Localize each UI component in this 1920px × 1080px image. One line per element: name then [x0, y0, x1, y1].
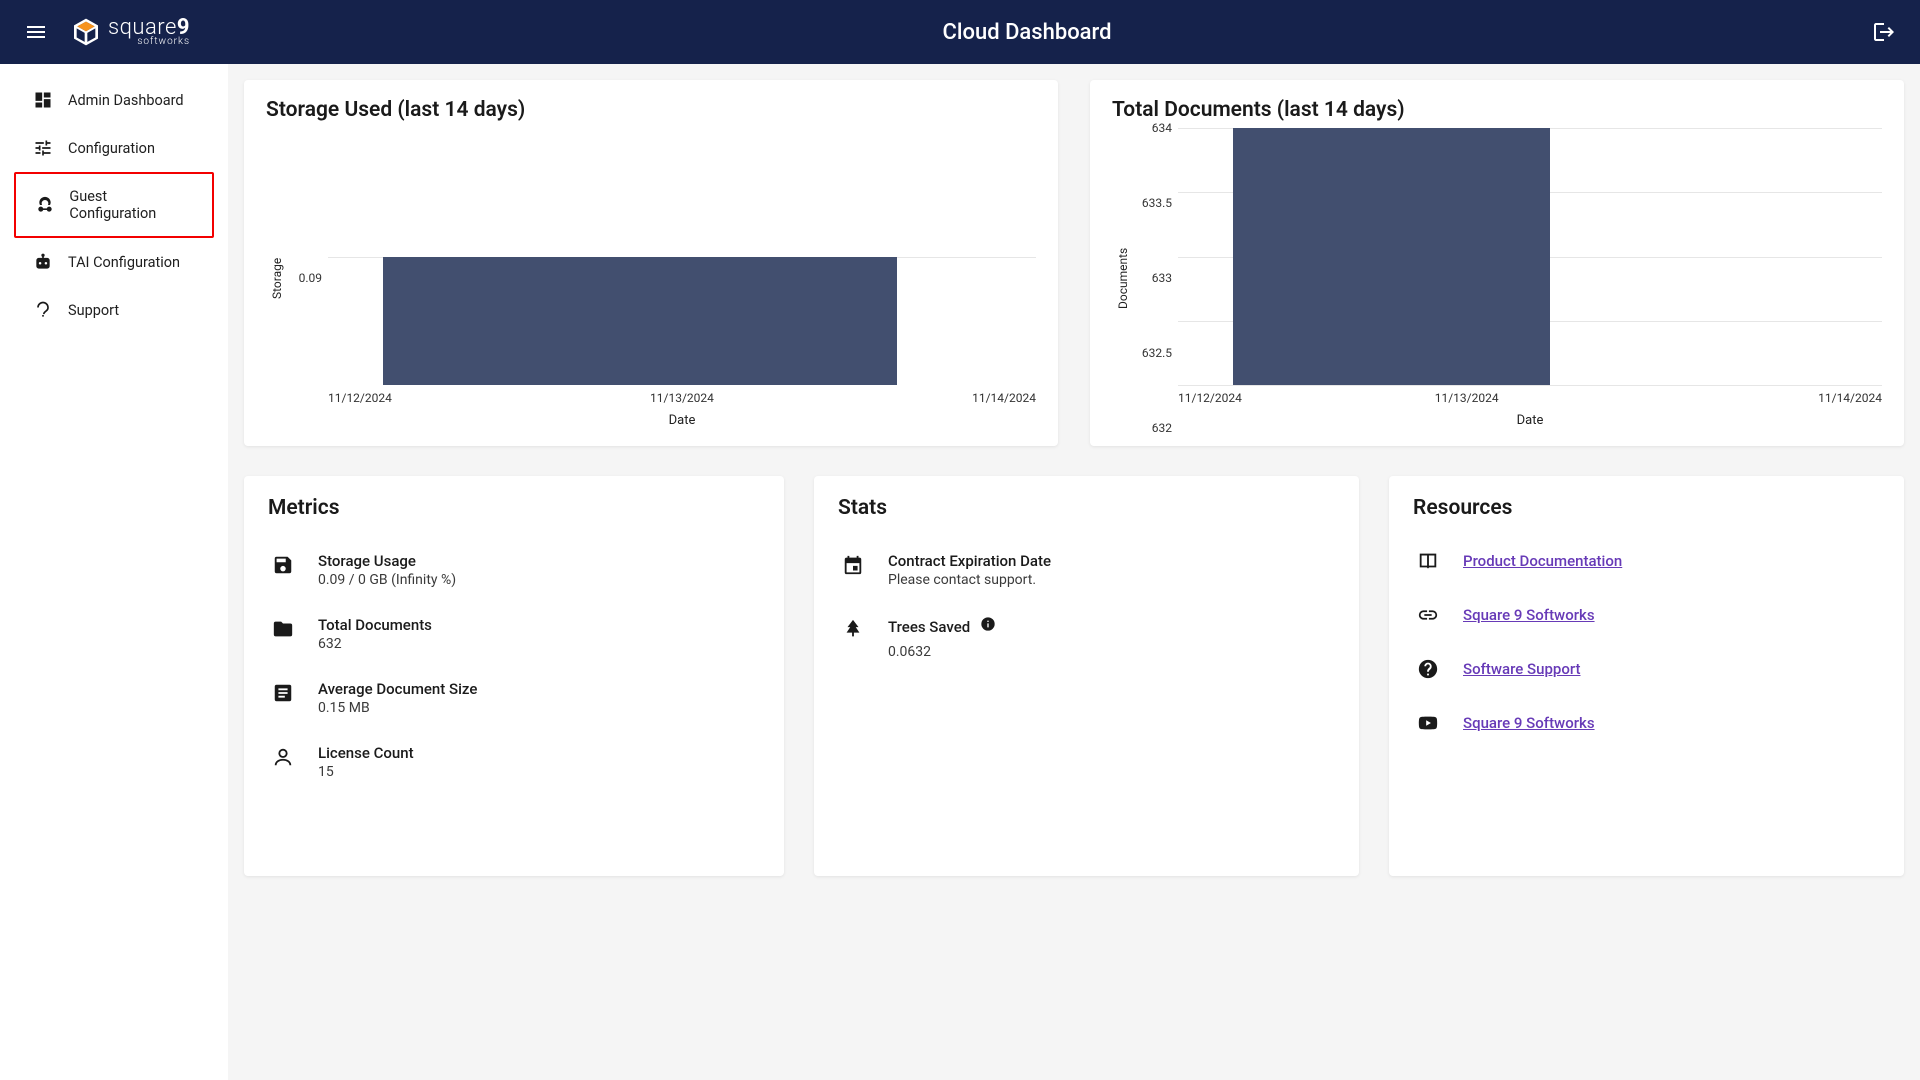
sidebar-item-admin-dashboard[interactable]: Admin Dashboard [14, 76, 214, 124]
metric-label: License Count [318, 744, 414, 762]
stat-value: Please contact support. [888, 572, 1051, 588]
tune-icon [32, 138, 54, 158]
storage-chart-card: Storage Used (last 14 days) Storage 0.09… [244, 80, 1058, 446]
sidebar-item-guest-configuration[interactable]: Guest Configuration [14, 172, 214, 238]
y-axis-label: Storage [266, 128, 288, 428]
metric-license-count: License Count 15 [268, 730, 760, 794]
save-icon [272, 552, 298, 576]
sidebar-item-support[interactable]: Support [14, 286, 214, 334]
robot-icon [32, 252, 54, 272]
sidebar-item-label: Guest Configuration [69, 188, 194, 222]
page-title: Cloud Dashboard [190, 20, 1864, 45]
metric-value: 15 [318, 764, 414, 780]
resource-link[interactable]: Product Documentation [1463, 552, 1622, 570]
metric-storage-usage: Storage Usage 0.09 / 0 GB (Infinity %) [268, 538, 760, 602]
event-icon [842, 552, 868, 576]
menu-toggle-button[interactable] [16, 12, 56, 52]
resource-software-support: Software Support [1413, 642, 1880, 696]
stat-trees-saved: Trees Saved 0.0632 [838, 602, 1335, 674]
help-circle-icon [1417, 658, 1443, 680]
brand-logo: square9 softworks [70, 16, 190, 48]
youtube-icon [1417, 712, 1443, 734]
chart-title: Total Documents (last 14 days) [1112, 98, 1882, 122]
dashboard-icon [32, 90, 54, 110]
resource-link[interactable]: Square 9 Softworks [1463, 714, 1595, 732]
sidebar: Admin Dashboard Configuration Guest Conf… [0, 64, 228, 1080]
y-axis-label: Documents [1112, 128, 1134, 428]
sidebar-item-label: Support [68, 302, 119, 319]
metric-value: 0.09 / 0 GB (Infinity %) [318, 572, 456, 588]
metric-label: Average Document Size [318, 680, 477, 698]
stat-value: 0.0632 [888, 644, 996, 660]
metric-label: Storage Usage [318, 552, 456, 570]
resources-card: Resources Product Documentation Square 9… [1389, 476, 1904, 876]
card-title: Resources [1413, 496, 1880, 520]
storage-chart-plot [328, 128, 1036, 385]
stats-card: Stats Contract Expiration Date Please con… [814, 476, 1359, 876]
sidebar-item-tai-configuration[interactable]: TAI Configuration [14, 238, 214, 286]
logout-button[interactable] [1864, 12, 1904, 52]
stat-label: Trees Saved [888, 618, 970, 636]
metric-total-documents: Total Documents 632 [268, 602, 760, 666]
main-content: Storage Used (last 14 days) Storage 0.09… [228, 64, 1920, 1080]
documents-chart-plot [1178, 128, 1882, 385]
metrics-card: Metrics Storage Usage 0.09 / 0 GB (Infini… [244, 476, 784, 876]
card-title: Stats [838, 496, 1335, 520]
resource-square9-youtube: Square 9 Softworks [1413, 696, 1880, 750]
metric-label: Total Documents [318, 616, 432, 634]
sidebar-item-label: Configuration [68, 140, 155, 157]
sidebar-item-label: TAI Configuration [68, 254, 180, 271]
metric-avg-doc-size: Average Document Size 0.15 MB [268, 666, 760, 730]
x-axis-label: Date [1178, 413, 1882, 428]
tree-icon [842, 616, 868, 640]
folder-icon [272, 616, 298, 640]
chart-title: Storage Used (last 14 days) [266, 98, 1036, 122]
sidebar-item-configuration[interactable]: Configuration [14, 124, 214, 172]
help-icon [32, 300, 54, 320]
link-icon [1417, 604, 1443, 626]
info-icon[interactable] [980, 616, 996, 632]
brand-logo-icon [70, 16, 102, 48]
person-icon [272, 744, 298, 768]
stat-label: Contract Expiration Date [888, 552, 1051, 570]
card-title: Metrics [268, 496, 760, 520]
resource-product-documentation: Product Documentation [1413, 534, 1880, 588]
article-icon [272, 680, 298, 704]
stat-contract-expiration: Contract Expiration Date Please contact s… [838, 538, 1335, 602]
resource-link[interactable]: Square 9 Softworks [1463, 606, 1595, 624]
resource-square9-site: Square 9 Softworks [1413, 588, 1880, 642]
documents-chart-card: Total Documents (last 14 days) Documents… [1090, 80, 1904, 446]
metric-value: 0.15 MB [318, 700, 477, 716]
top-bar: square9 softworks Cloud Dashboard [0, 0, 1920, 64]
resource-link[interactable]: Software Support [1463, 660, 1581, 678]
guest-icon [34, 195, 55, 215]
book-icon [1417, 550, 1443, 572]
metric-value: 632 [318, 636, 432, 652]
brand-subtext: softworks [108, 37, 190, 46]
x-axis-label: Date [328, 413, 1036, 428]
sidebar-item-label: Admin Dashboard [68, 92, 184, 109]
